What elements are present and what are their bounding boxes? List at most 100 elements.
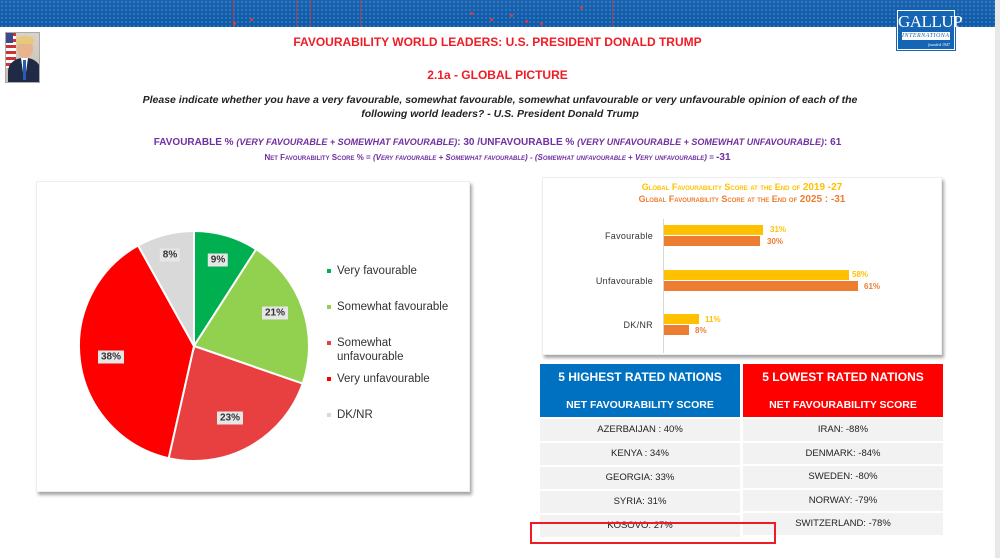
- legend-swatch: [327, 305, 331, 309]
- net-value: -31: [716, 152, 731, 163]
- legend-label: Very favourable: [337, 265, 417, 277]
- highest-table-header: 5 HIGHEST RATED NATIONS NET FAVOURABILIT…: [540, 364, 740, 417]
- banner-line: [296, 0, 297, 27]
- lowest-table-title: 5 LOWEST RATED NATIONS: [762, 370, 924, 384]
- highest-table-title: 5 HIGHEST RATED NATIONS: [558, 370, 722, 384]
- pie-chart-panel: 9% 21% 23% 38% 8% Very favourable Somewh…: [36, 181, 470, 492]
- fav-label: FAVOURABLE %: [153, 137, 234, 148]
- banner-dot: [510, 14, 513, 17]
- legend-swatch: [327, 413, 331, 417]
- tie-shape: [23, 60, 26, 80]
- banner-line: [233, 0, 234, 27]
- banner-dot: [580, 6, 583, 9]
- banner-dot: [525, 20, 528, 23]
- table-row: DENMARK: -84%: [743, 442, 943, 464]
- lowest-table-subtitle: NET FAVOURABILITY SCORE: [769, 399, 917, 411]
- category-favourable: Favourable: [604, 231, 653, 241]
- hair-shape: [16, 36, 34, 44]
- table-row: KENYA : 34%: [540, 443, 740, 465]
- value-dknr-2019: 11%: [705, 315, 721, 324]
- value-unfavourable-2025: 61%: [864, 282, 881, 291]
- pie-slice: [78, 244, 196, 460]
- value-dknr-2025: 8%: [695, 326, 707, 335]
- title-number: 2019 -27: [802, 182, 843, 193]
- legend-swatch: [327, 377, 331, 381]
- bar-chart-panel: Global Favourability Score at the End of…: [542, 177, 942, 355]
- flag-canton: [6, 33, 13, 43]
- title-text: Global Favourability Score at the End of: [641, 182, 803, 192]
- legend-label: Somewhat: [337, 337, 392, 349]
- highlight-box: [530, 522, 776, 544]
- leader-photo: [5, 32, 40, 83]
- legend-label: DK/NR: [337, 409, 373, 421]
- legend-label: Somewhat favourable: [337, 301, 449, 313]
- fav-value: : 30 /: [457, 137, 481, 148]
- pie-label-somewhat-fav: 21%: [261, 306, 289, 320]
- banner-dot: [470, 12, 473, 15]
- banner-dot: [540, 22, 543, 25]
- banner-dot: [250, 18, 253, 21]
- flag-icon: [6, 33, 16, 68]
- favourable-summary: FAVOURABLE % (VERY FAVOURABLE + SOMEWHAT…: [0, 137, 995, 148]
- category-unfavourable: Unfavourable: [595, 276, 653, 286]
- banner-line: [612, 0, 613, 27]
- highest-table-subtitle: NET FAVOURABILITY SCORE: [566, 399, 714, 411]
- table-row: SWITZERLAND: -78%: [743, 513, 943, 535]
- category-axis: [663, 219, 664, 353]
- value-favourable-2019: 31%: [770, 225, 787, 234]
- fav-definition: (VERY FAVOURABLE + SOMEWHAT FAVOURABLE): [236, 137, 458, 147]
- page-subtitle: 2.1a - GLOBAL PICTURE: [427, 68, 568, 82]
- net-score-summary: Net Favourability Score % = (Very favour…: [0, 152, 995, 163]
- banner-dot: [490, 18, 493, 21]
- legend-swatch: [327, 341, 331, 345]
- banner-dot: [233, 22, 236, 25]
- value-favourable-2025: 30%: [767, 237, 784, 246]
- banner-line: [310, 0, 311, 27]
- bar-unfavourable-2025: [664, 281, 858, 291]
- logo-sub: INTERNATIONAL: [902, 32, 954, 40]
- bar-unfavourable-2019: [664, 270, 849, 280]
- bar-favourable-2025: [664, 236, 760, 246]
- page-edge: [995, 0, 1000, 558]
- page-title: FAVOURABILITY WORLD LEADERS: U.S. PRESID…: [293, 35, 702, 49]
- net-definition: (Very favourable + Somewhat favourable) …: [372, 153, 717, 162]
- unfav-label: UNFAVOURABLE %: [480, 137, 575, 148]
- unfav-value: : 61: [824, 137, 842, 148]
- logo-est: founded 1947: [928, 42, 950, 47]
- bar-favourable-2019: [664, 225, 763, 235]
- pie-label-dknr: 8%: [159, 248, 181, 262]
- legend-swatch: [327, 269, 331, 273]
- net-label: Net Favourability Score % =: [264, 153, 373, 162]
- lowest-table-header: 5 LOWEST RATED NATIONS NET FAVOURABILITY…: [743, 364, 943, 417]
- pie-label-very-unfav: 38%: [97, 350, 125, 364]
- logo-name: GALLUP: [898, 12, 963, 31]
- banner-line: [360, 0, 361, 27]
- legend-label: unfavourable: [337, 351, 404, 363]
- highest-rated-table: 5 HIGHEST RATED NATIONS NET FAVOURABILIT…: [540, 364, 740, 537]
- legend-label: Very unfavourable: [337, 373, 430, 385]
- lowest-rated-table: 5 LOWEST RATED NATIONS NET FAVOURABILITY…: [743, 364, 943, 535]
- value-unfavourable-2019: 58%: [852, 270, 869, 279]
- header-banner: [0, 0, 1000, 27]
- world-map-pattern: [0, 0, 1000, 27]
- bar-chart-title-2025: Global Favourability Score at the End of…: [543, 194, 941, 205]
- title-number: 2025 : -31: [799, 194, 846, 205]
- table-row: GEORGIA: 33%: [540, 467, 740, 489]
- survey-question: Please indicate whether you have a very …: [142, 94, 858, 120]
- table-row: AZERBAIJAN : 40%: [540, 419, 740, 441]
- pie-label-very-fav: 9%: [207, 253, 229, 267]
- bar-dknr-2025: [664, 325, 689, 335]
- category-dknr: DK/NR: [623, 320, 653, 330]
- gallup-logo: GALLUP INTERNATIONAL founded 1947: [897, 10, 963, 50]
- pie-slice: [192, 247, 310, 385]
- table-row: NORWAY: -79%: [743, 489, 943, 511]
- pie-slice: [167, 344, 304, 462]
- table-row: IRAN: -88%: [743, 419, 943, 441]
- bar-chart-title-2019: Global Favourability Score at the End of…: [543, 182, 941, 193]
- table-row: KOSOVO: 27%: [540, 515, 740, 537]
- pie-chart: [78, 229, 310, 462]
- table-row: SWEDEN: -80%: [743, 466, 943, 488]
- title-text: Global Favourability Score at the End of: [638, 194, 800, 204]
- table-row: SYRIA: 31%: [540, 491, 740, 513]
- pie-label-somewhat-unfav: 23%: [216, 411, 244, 425]
